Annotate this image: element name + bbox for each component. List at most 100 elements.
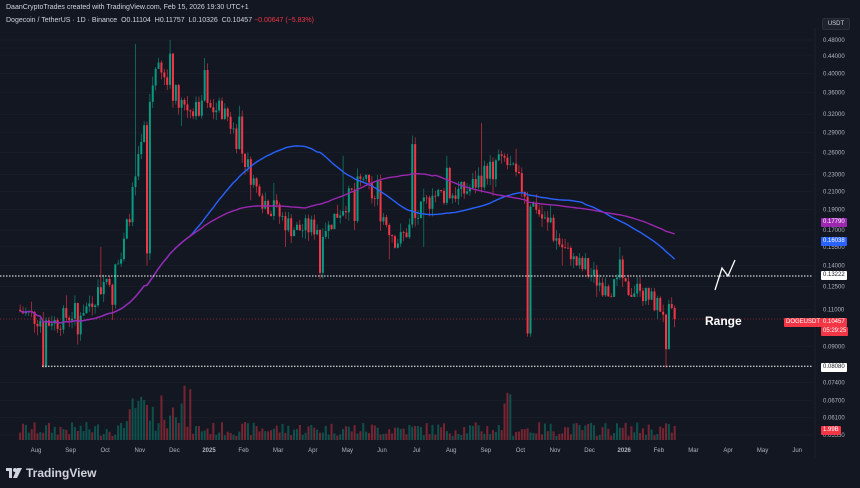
y-tick-label: 0.07400 — [823, 380, 845, 386]
volume-bar — [33, 422, 36, 440]
x-tick-label: Oct — [101, 448, 111, 454]
candle-body — [543, 217, 546, 219]
volume-bar — [284, 432, 287, 440]
candle-body — [350, 188, 353, 190]
candle-body — [477, 175, 480, 188]
volume-bar — [365, 431, 368, 440]
candle-body — [512, 163, 515, 165]
candle-body — [370, 182, 373, 199]
volume-bar — [347, 426, 350, 440]
candle-body — [241, 116, 244, 154]
volume-bar — [460, 435, 463, 440]
candle-body — [189, 110, 192, 112]
candle-body — [575, 256, 578, 266]
y-tick-label: 0.15500 — [823, 245, 845, 251]
volume-tag: 1.99B — [821, 426, 841, 435]
candle-body — [480, 175, 483, 188]
candle-body — [327, 224, 330, 231]
y-tick-label: 0.21000 — [823, 189, 845, 195]
volume-bar — [281, 423, 284, 440]
candle-body — [494, 160, 497, 180]
candle-body — [324, 230, 327, 237]
y-tick-label: 0.06700 — [823, 399, 845, 405]
candle-body — [546, 217, 549, 223]
volume-bar — [520, 429, 523, 440]
y-tick-label: 0.09000 — [823, 344, 845, 350]
volume-bar — [526, 428, 529, 440]
candle-body — [529, 206, 532, 334]
volume-bar — [558, 433, 561, 440]
volume-bar — [630, 426, 633, 440]
candle-body — [298, 224, 301, 231]
volume-bar — [356, 433, 359, 440]
volume-bar — [91, 432, 94, 440]
ma-blue-tag: 0.16038 — [821, 237, 847, 246]
candle-body — [659, 298, 662, 312]
volume-bar — [278, 432, 281, 440]
candle-body — [526, 196, 529, 334]
volume-bar — [88, 429, 91, 440]
candle-body — [385, 217, 388, 225]
volume-bar — [125, 421, 128, 440]
volume-bar — [641, 428, 644, 440]
volume-bar — [483, 433, 486, 440]
volume-bar — [197, 426, 200, 440]
candle-body — [615, 277, 619, 280]
volume-bar — [53, 426, 56, 440]
candle-body — [269, 213, 273, 216]
volume-bar — [659, 426, 662, 440]
volume-bar — [298, 424, 301, 440]
candle-body — [293, 230, 296, 237]
candle-body — [561, 244, 564, 248]
volume-bar — [244, 422, 247, 440]
volume-bar — [515, 431, 518, 440]
volume-bar — [523, 429, 526, 440]
volume-bar — [610, 435, 613, 440]
candle-body — [497, 154, 500, 161]
y-tick-label: 0.12500 — [823, 284, 845, 290]
candle-body — [45, 320, 48, 367]
candle-body — [105, 279, 108, 282]
candle-body — [618, 259, 621, 278]
volume-bar — [497, 425, 500, 440]
currency-button[interactable]: USDT — [822, 18, 850, 30]
candle-body — [489, 161, 492, 179]
volume-bar — [223, 435, 226, 440]
symbol-name[interactable]: Dogecoin / TetherUS · 1D · Binance — [6, 17, 118, 24]
volume-bar — [96, 424, 100, 440]
candle-body — [131, 187, 134, 223]
candle-body — [36, 323, 39, 327]
volume-bar — [195, 426, 198, 440]
volume-bar — [218, 432, 221, 440]
candle-body — [451, 195, 454, 199]
candle-body — [99, 287, 102, 295]
volume-bar — [428, 434, 431, 440]
volume-bar — [437, 424, 440, 440]
volume-bar — [82, 430, 85, 440]
candle-body — [417, 217, 420, 219]
ma-blue-line — [19, 145, 676, 324]
volume-bar — [336, 435, 339, 440]
candle-body — [140, 141, 143, 155]
candle-body — [437, 189, 440, 197]
candle-body — [134, 176, 137, 188]
volume-bar — [414, 425, 417, 440]
volume-bar — [215, 434, 218, 440]
low-value: L0.10326 — [188, 17, 218, 24]
tradingview-logo-icon — [6, 468, 22, 478]
candle-body — [532, 202, 535, 207]
candle-body — [627, 281, 630, 295]
volume-bar — [604, 423, 607, 440]
candle-body — [633, 293, 636, 297]
volume-bar — [209, 434, 212, 440]
volume-bar — [647, 424, 650, 440]
volume-bar — [47, 423, 50, 440]
candle-body — [604, 286, 607, 296]
volume-bar — [566, 427, 569, 440]
volume-bar — [111, 435, 114, 440]
x-tick-label: Aug — [446, 448, 457, 454]
candle-body — [359, 176, 362, 179]
candle-body — [541, 214, 544, 219]
volume-bar — [353, 425, 356, 440]
